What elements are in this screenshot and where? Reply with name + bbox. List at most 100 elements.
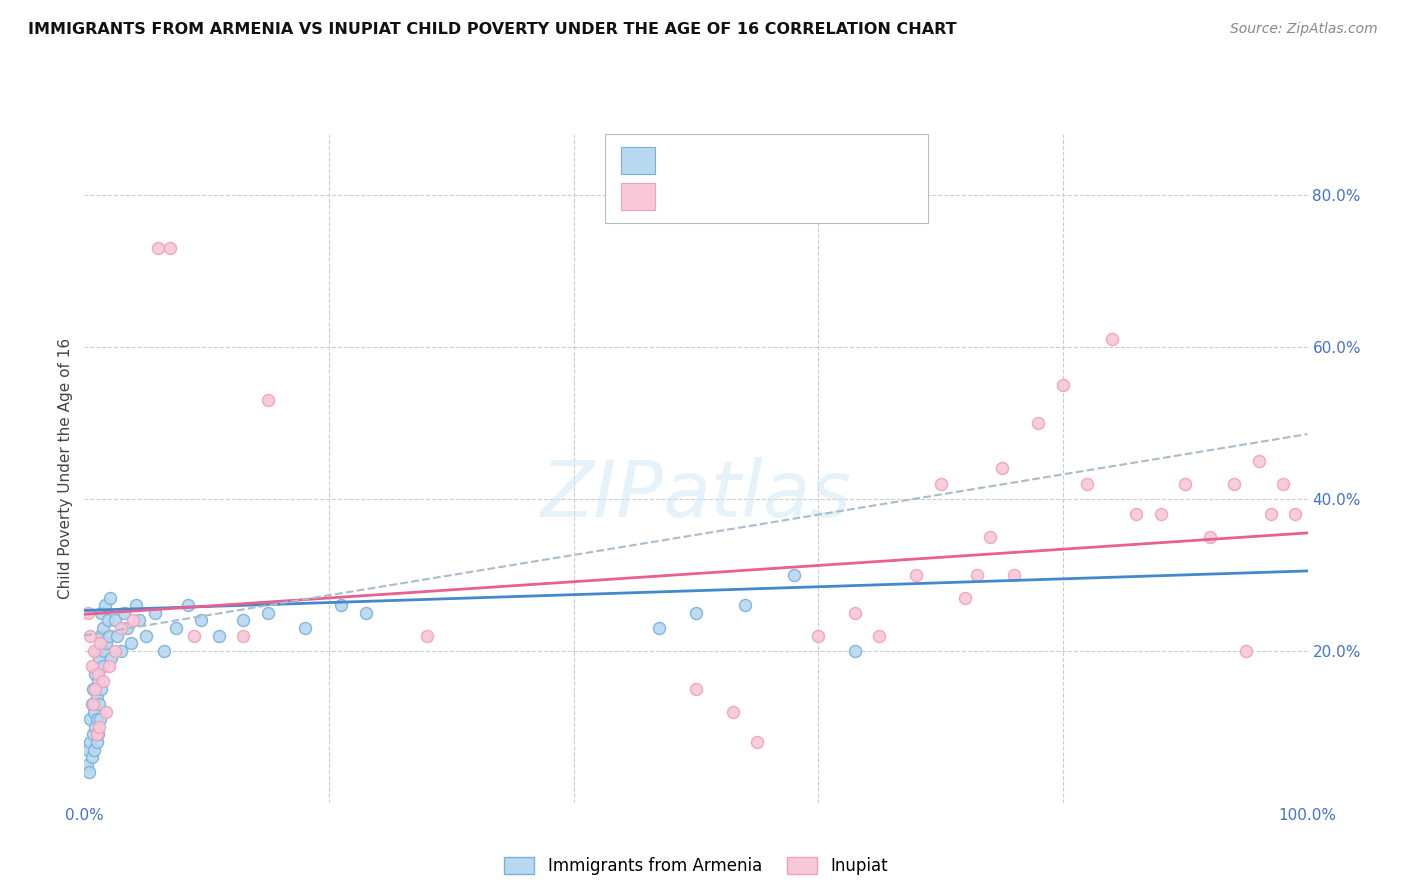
Point <box>96 636 118 650</box>
Point <box>1223 476 1246 491</box>
Point <box>83 705 105 719</box>
Point <box>112 606 135 620</box>
Point <box>1002 567 1025 582</box>
Point <box>76 757 98 772</box>
Point <box>183 628 205 642</box>
Text: 49: 49 <box>813 187 838 205</box>
Point <box>120 636 142 650</box>
Point <box>83 742 105 756</box>
Point <box>905 567 928 582</box>
Point <box>721 705 744 719</box>
Point <box>89 628 111 642</box>
Point <box>165 621 187 635</box>
Point <box>80 659 103 673</box>
Point <box>208 628 231 642</box>
Point <box>869 628 891 642</box>
Point <box>91 674 114 689</box>
Point <box>294 621 316 635</box>
Point <box>80 697 103 711</box>
Text: R =: R = <box>665 187 704 205</box>
Point <box>125 598 148 612</box>
Point <box>844 606 866 620</box>
Point <box>86 727 108 741</box>
Text: 59: 59 <box>813 152 838 169</box>
Point <box>87 720 110 734</box>
Point <box>87 651 110 665</box>
Point <box>79 628 101 642</box>
Point <box>966 567 988 582</box>
Point <box>153 644 176 658</box>
Text: ZIPatlas: ZIPatlas <box>540 457 852 533</box>
Point <box>84 666 107 681</box>
Point <box>89 636 111 650</box>
Point <box>1028 416 1050 430</box>
Point <box>146 241 169 255</box>
Text: Source: ZipAtlas.com: Source: ZipAtlas.com <box>1230 22 1378 37</box>
Point <box>97 659 120 673</box>
Point <box>1125 507 1147 521</box>
Point <box>991 461 1014 475</box>
Point <box>105 628 128 642</box>
Point <box>77 765 100 780</box>
Point <box>354 606 377 620</box>
Point <box>91 621 114 635</box>
Text: R =: R = <box>665 152 704 169</box>
Point <box>94 598 117 612</box>
Point <box>747 735 769 749</box>
Point <box>82 727 104 741</box>
Point <box>86 644 108 658</box>
Point <box>100 651 122 665</box>
Point <box>1260 507 1282 521</box>
Point <box>648 621 671 635</box>
Point <box>685 606 707 620</box>
Point <box>1236 644 1258 658</box>
Point <box>734 598 756 612</box>
Point <box>330 598 353 612</box>
Point <box>89 712 111 726</box>
Point <box>1272 476 1295 491</box>
Text: 0.211: 0.211 <box>707 187 763 205</box>
Point <box>844 644 866 658</box>
Point <box>82 681 104 696</box>
Point <box>135 628 157 642</box>
Point <box>80 750 103 764</box>
Point <box>87 727 110 741</box>
Point <box>90 606 112 620</box>
Point <box>96 705 118 719</box>
Point <box>122 613 145 627</box>
Point <box>82 697 104 711</box>
Point <box>232 628 254 642</box>
Point <box>83 644 105 658</box>
Point <box>104 613 127 627</box>
Point <box>177 598 200 612</box>
Point <box>91 659 114 673</box>
Point <box>86 735 108 749</box>
Point <box>90 681 112 696</box>
Point <box>93 644 115 658</box>
Point <box>190 613 212 627</box>
Point <box>1101 332 1123 346</box>
Point <box>98 591 121 605</box>
Point <box>87 674 110 689</box>
Point <box>104 644 127 658</box>
Point <box>143 606 166 620</box>
Point <box>110 644 132 658</box>
Point <box>87 666 110 681</box>
Point <box>128 613 150 627</box>
Point <box>159 241 181 255</box>
Point <box>97 613 120 627</box>
Point <box>1284 507 1306 521</box>
Point <box>979 530 1001 544</box>
Point <box>685 681 707 696</box>
Point <box>1198 530 1220 544</box>
Point <box>86 712 108 726</box>
Point <box>87 697 110 711</box>
Point <box>110 621 132 635</box>
Point <box>86 690 108 704</box>
Text: N =: N = <box>770 152 810 169</box>
Point <box>257 606 280 620</box>
Y-axis label: Child Poverty Under the Age of 16: Child Poverty Under the Age of 16 <box>58 338 73 599</box>
Text: 0.183: 0.183 <box>707 152 765 169</box>
Point <box>232 613 254 627</box>
Point <box>77 606 100 620</box>
